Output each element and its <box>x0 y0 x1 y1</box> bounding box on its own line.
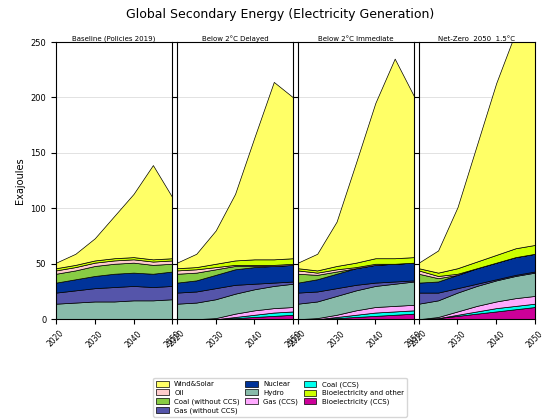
Legend: Wind&Solar, Oil, Coal (without CCS), Gas (without CCS), Nuclear, Hydro, Gas (CCS: Wind&Solar, Oil, Coal (without CCS), Gas… <box>153 378 407 417</box>
Title: Below 2°C Immediate: Below 2°C Immediate <box>318 36 394 42</box>
Title: Net-Zero  2050  1.5°C: Net-Zero 2050 1.5°C <box>438 36 515 42</box>
Title: Baseline (Policies 2019): Baseline (Policies 2019) <box>72 36 156 42</box>
Text: Global Secondary Energy (Electricity Generation): Global Secondary Energy (Electricity Gen… <box>126 8 434 21</box>
Y-axis label: Exajoules: Exajoules <box>15 157 25 204</box>
Title: Below 2°C Delayed: Below 2°C Delayed <box>202 35 268 42</box>
